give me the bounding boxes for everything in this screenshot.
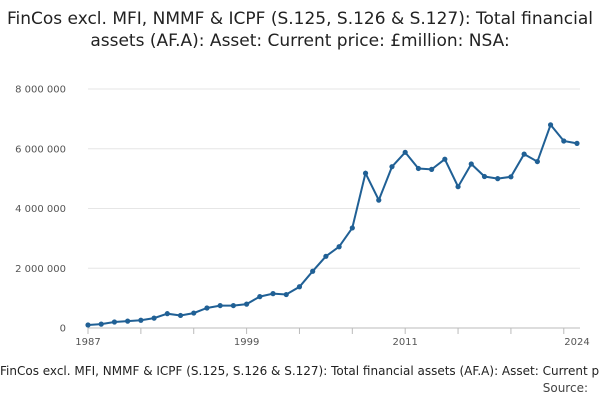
- x-tick-label: 1987: [75, 337, 100, 348]
- data-point[interactable]: [85, 322, 91, 328]
- data-point[interactable]: [349, 225, 355, 231]
- data-point[interactable]: [521, 151, 527, 157]
- data-point[interactable]: [336, 244, 342, 250]
- data-point[interactable]: [151, 315, 157, 321]
- data-point[interactable]: [376, 197, 382, 203]
- data-point[interactable]: [243, 301, 250, 307]
- data-point[interactable]: [495, 176, 501, 182]
- x-tick-label: 2024: [564, 337, 589, 348]
- y-tick-label: 0: [60, 324, 66, 335]
- source-credit: Source:: [542, 381, 588, 395]
- data-point[interactable]: [257, 294, 263, 300]
- data-point[interactable]: [177, 312, 184, 319]
- data-point[interactable]: [283, 291, 289, 298]
- data-point[interactable]: [574, 140, 580, 146]
- data-point[interactable]: [323, 253, 329, 259]
- y-tick-label: 2 000 000: [15, 264, 66, 275]
- data-point[interactable]: [191, 310, 197, 316]
- data-point[interactable]: [230, 302, 236, 309]
- data-points: [85, 122, 580, 328]
- data-point[interactable]: [402, 149, 408, 155]
- data-point[interactable]: [481, 173, 488, 180]
- data-point[interactable]: [429, 166, 435, 172]
- x-tick-label: 1999: [234, 337, 259, 348]
- data-point[interactable]: [204, 305, 210, 311]
- legend: FinCos excl. MFI, NMMF & ICPF (S.125, S.…: [0, 364, 600, 380]
- series-line: [87, 122, 578, 326]
- y-tick-label: 4 000 000: [15, 204, 66, 215]
- data-point[interactable]: [270, 291, 276, 297]
- data-point[interactable]: [310, 268, 316, 274]
- data-point[interactable]: [217, 302, 223, 309]
- data-point[interactable]: [296, 284, 303, 290]
- data-point[interactable]: [442, 156, 448, 162]
- x-axis: 1987 1999 2011 2024: [75, 328, 590, 348]
- data-point[interactable]: [508, 174, 514, 180]
- data-point[interactable]: [547, 122, 554, 128]
- data-point[interactable]: [561, 138, 567, 144]
- data-point[interactable]: [415, 165, 422, 172]
- data-point[interactable]: [125, 318, 131, 324]
- x-tick-label: 2011: [392, 337, 417, 348]
- data-point[interactable]: [455, 184, 461, 190]
- gridlines: [88, 88, 580, 329]
- data-point[interactable]: [111, 319, 118, 325]
- data-point[interactable]: [389, 164, 395, 170]
- data-point[interactable]: [98, 321, 104, 327]
- legend-label: FinCos excl. MFI, NMMF & ICPF (S.125, S.…: [0, 364, 600, 378]
- data-point[interactable]: [468, 161, 474, 167]
- data-point[interactable]: [534, 158, 540, 165]
- y-tick-label: 8 000 000: [15, 85, 66, 96]
- y-tick-label: 6 000 000: [15, 144, 66, 155]
- chart-title: FinCos excl. MFI, NMMF & ICPF (S.125, S.…: [6, 9, 594, 51]
- data-point[interactable]: [164, 311, 170, 317]
- y-axis: 0 2 000 000 4 000 000 6 000 000 8 000 000: [15, 85, 66, 335]
- data-point[interactable]: [362, 170, 369, 176]
- data-point[interactable]: [138, 317, 144, 323]
